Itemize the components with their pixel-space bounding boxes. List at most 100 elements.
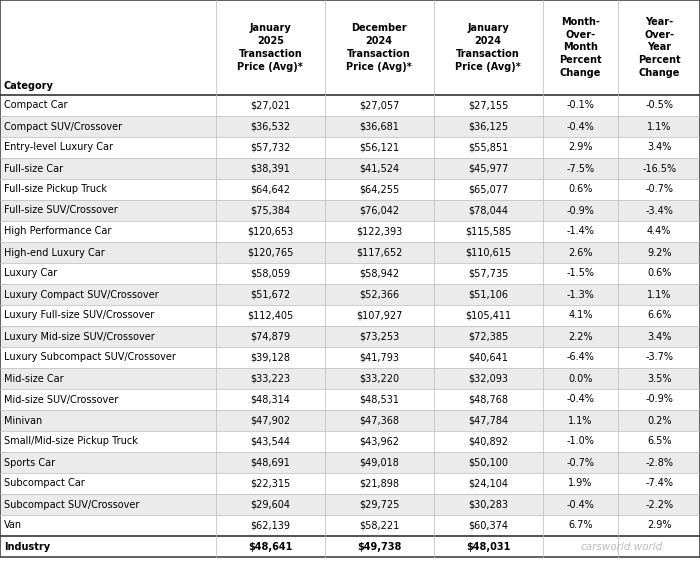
Text: Compact SUV/Crossover: Compact SUV/Crossover bbox=[4, 121, 122, 132]
Text: -1.5%: -1.5% bbox=[566, 269, 594, 279]
Text: $48,031: $48,031 bbox=[466, 542, 510, 551]
Text: $38,391: $38,391 bbox=[251, 164, 290, 174]
Text: January
2025
Transaction
Price (Avg)*: January 2025 Transaction Price (Avg)* bbox=[237, 23, 303, 72]
Text: $27,021: $27,021 bbox=[250, 101, 290, 111]
Text: -0.4%: -0.4% bbox=[566, 121, 594, 132]
Text: $51,672: $51,672 bbox=[250, 289, 290, 300]
Text: Van: Van bbox=[4, 520, 22, 531]
Bar bbox=[0, 431, 700, 452]
Text: 6.7%: 6.7% bbox=[568, 520, 593, 531]
Text: Minivan: Minivan bbox=[4, 415, 42, 425]
Text: $107,927: $107,927 bbox=[356, 310, 402, 320]
Text: $117,652: $117,652 bbox=[356, 247, 402, 257]
Text: $52,366: $52,366 bbox=[359, 289, 399, 300]
Bar bbox=[0, 137, 700, 158]
Text: 2.9%: 2.9% bbox=[568, 143, 593, 152]
Text: 4.4%: 4.4% bbox=[647, 226, 671, 237]
Text: $64,255: $64,255 bbox=[359, 184, 399, 194]
Text: -0.7%: -0.7% bbox=[566, 457, 594, 468]
Bar bbox=[0, 305, 700, 326]
Bar bbox=[0, 494, 700, 515]
Text: $50,100: $50,100 bbox=[468, 457, 508, 468]
Text: $29,725: $29,725 bbox=[359, 500, 400, 510]
Text: Sports Car: Sports Car bbox=[4, 457, 55, 468]
Text: $48,768: $48,768 bbox=[468, 395, 508, 405]
Text: Industry: Industry bbox=[4, 542, 50, 551]
Text: -3.4%: -3.4% bbox=[645, 206, 673, 215]
Bar bbox=[0, 473, 700, 494]
Text: $57,732: $57,732 bbox=[250, 143, 290, 152]
Text: $55,851: $55,851 bbox=[468, 143, 508, 152]
Text: Luxury Subcompact SUV/Crossover: Luxury Subcompact SUV/Crossover bbox=[4, 352, 176, 362]
Text: $21,898: $21,898 bbox=[359, 478, 399, 488]
Text: $30,283: $30,283 bbox=[468, 500, 508, 510]
Bar bbox=[0, 347, 700, 368]
Bar bbox=[0, 389, 700, 410]
Text: 2.2%: 2.2% bbox=[568, 332, 593, 342]
Text: $115,585: $115,585 bbox=[465, 226, 511, 237]
Bar bbox=[0, 263, 700, 284]
Text: -0.7%: -0.7% bbox=[645, 184, 673, 194]
Text: 1.1%: 1.1% bbox=[568, 415, 593, 425]
Text: $60,374: $60,374 bbox=[468, 520, 508, 531]
Text: $43,962: $43,962 bbox=[359, 437, 399, 446]
Text: -1.0%: -1.0% bbox=[566, 437, 594, 446]
Text: Entry-level Luxury Car: Entry-level Luxury Car bbox=[4, 143, 113, 152]
Text: 1.1%: 1.1% bbox=[647, 121, 671, 132]
Text: $62,139: $62,139 bbox=[251, 520, 290, 531]
Bar bbox=[0, 326, 700, 347]
Text: $33,220: $33,220 bbox=[359, 374, 399, 383]
Text: -0.9%: -0.9% bbox=[566, 206, 594, 215]
Text: Full-size Pickup Truck: Full-size Pickup Truck bbox=[4, 184, 107, 194]
Text: $41,524: $41,524 bbox=[359, 164, 399, 174]
Text: -0.1%: -0.1% bbox=[566, 101, 594, 111]
Text: 4.1%: 4.1% bbox=[568, 310, 593, 320]
Text: Luxury Mid-size SUV/Crossover: Luxury Mid-size SUV/Crossover bbox=[4, 332, 155, 342]
Text: $72,385: $72,385 bbox=[468, 332, 508, 342]
Text: $64,642: $64,642 bbox=[251, 184, 290, 194]
Text: $48,531: $48,531 bbox=[359, 395, 399, 405]
Text: 0.6%: 0.6% bbox=[568, 184, 593, 194]
Text: Mid-size Car: Mid-size Car bbox=[4, 374, 64, 383]
Text: $27,057: $27,057 bbox=[359, 101, 400, 111]
Text: -7.5%: -7.5% bbox=[566, 164, 594, 174]
Text: January
2024
Transaction
Price (Avg)*: January 2024 Transaction Price (Avg)* bbox=[455, 23, 521, 72]
Text: -16.5%: -16.5% bbox=[642, 164, 676, 174]
Text: -3.7%: -3.7% bbox=[645, 352, 673, 362]
Text: $120,765: $120,765 bbox=[247, 247, 293, 257]
Text: $39,128: $39,128 bbox=[251, 352, 290, 362]
Text: $48,314: $48,314 bbox=[251, 395, 290, 405]
Text: $49,738: $49,738 bbox=[357, 542, 401, 551]
Text: $43,544: $43,544 bbox=[251, 437, 290, 446]
Text: 0.6%: 0.6% bbox=[647, 269, 671, 279]
Text: -2.2%: -2.2% bbox=[645, 500, 673, 510]
Text: $36,681: $36,681 bbox=[359, 121, 399, 132]
Text: 0.0%: 0.0% bbox=[568, 374, 593, 383]
Text: $51,106: $51,106 bbox=[468, 289, 508, 300]
Bar bbox=[0, 200, 700, 221]
Text: -6.4%: -6.4% bbox=[566, 352, 594, 362]
Text: $75,384: $75,384 bbox=[250, 206, 290, 215]
Text: $76,042: $76,042 bbox=[359, 206, 399, 215]
Text: $48,691: $48,691 bbox=[251, 457, 290, 468]
Text: Year-
Over-
Year
Percent
Change: Year- Over- Year Percent Change bbox=[638, 17, 680, 78]
Bar bbox=[0, 410, 700, 431]
Text: $58,942: $58,942 bbox=[359, 269, 399, 279]
Text: -2.8%: -2.8% bbox=[645, 457, 673, 468]
Text: $47,902: $47,902 bbox=[250, 415, 290, 425]
Text: $36,125: $36,125 bbox=[468, 121, 508, 132]
Text: -0.4%: -0.4% bbox=[566, 500, 594, 510]
Text: $105,411: $105,411 bbox=[465, 310, 511, 320]
Text: -1.4%: -1.4% bbox=[566, 226, 594, 237]
Text: 1.1%: 1.1% bbox=[647, 289, 671, 300]
Text: $56,121: $56,121 bbox=[359, 143, 399, 152]
Bar bbox=[0, 221, 700, 242]
Bar bbox=[0, 158, 700, 179]
Text: $65,077: $65,077 bbox=[468, 184, 508, 194]
Text: 3.5%: 3.5% bbox=[647, 374, 671, 383]
Bar bbox=[0, 452, 700, 473]
Text: -0.4%: -0.4% bbox=[566, 395, 594, 405]
Text: $29,604: $29,604 bbox=[251, 500, 290, 510]
Text: Subcompact SUV/Crossover: Subcompact SUV/Crossover bbox=[4, 500, 139, 510]
Bar bbox=[0, 242, 700, 263]
